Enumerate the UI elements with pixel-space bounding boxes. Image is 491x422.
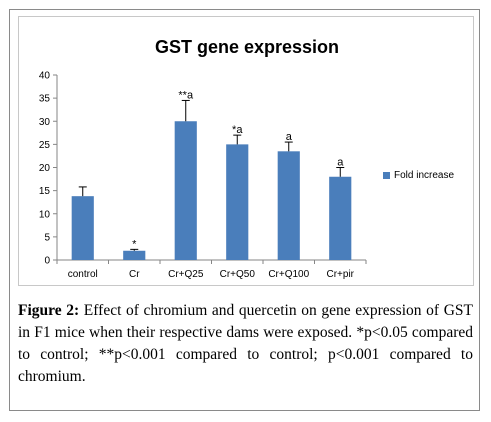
bar-chart: 0 5 10 15 20 25 30 35 40 control * Cr **a Cr+Q25 *a Cr+… <box>39 71 367 280</box>
x-tick-label: Cr+Q100 <box>268 269 309 280</box>
y-tick-label: 25 <box>39 140 51 151</box>
bar-cr-pir <box>329 176 352 260</box>
figure-caption: Figure 2: Effect of chromium and quercet… <box>18 300 473 388</box>
significance-label: *a <box>232 124 243 136</box>
caption-text: Effect of chromium and quercetin on gene… <box>18 302 473 385</box>
legend-swatch <box>383 172 390 179</box>
y-tick-label: 0 <box>44 256 50 267</box>
x-tick-label: Cr+Q25 <box>168 269 204 280</box>
x-tick-label: Cr <box>129 269 140 280</box>
y-tick-label: 5 <box>44 232 50 243</box>
legend-label: Fold increase <box>394 170 455 181</box>
y-tick-label: 35 <box>39 94 51 105</box>
significance-label: a <box>337 157 344 169</box>
y-tick-label: 30 <box>39 117 51 128</box>
bar-cr <box>123 250 146 260</box>
bar-cr-q25 <box>174 121 197 260</box>
significance-label: a <box>286 131 293 143</box>
chart-title: GST gene expression <box>154 37 340 57</box>
significance-label: **a <box>178 89 194 101</box>
x-tick-label: Cr+Q50 <box>220 269 256 280</box>
significance-label: * <box>132 238 137 250</box>
y-tick-label: 10 <box>39 209 51 220</box>
x-tick-label: control <box>68 269 98 280</box>
caption-label: Figure 2: <box>18 302 80 319</box>
x-tick-label: Cr+pir <box>326 269 354 280</box>
y-tick-label: 20 <box>39 163 51 174</box>
y-tick-label: 40 <box>39 71 51 82</box>
bar-control <box>71 196 94 260</box>
legend: Fold increase <box>383 170 454 181</box>
bar-cr-q50 <box>226 144 249 260</box>
y-tick-label: 15 <box>39 186 51 197</box>
chart-area: 0 5 10 15 20 25 30 35 40 control * Cr **a Cr+Q25 *a Cr+… <box>18 16 474 286</box>
bar-cr-q100 <box>277 151 300 260</box>
